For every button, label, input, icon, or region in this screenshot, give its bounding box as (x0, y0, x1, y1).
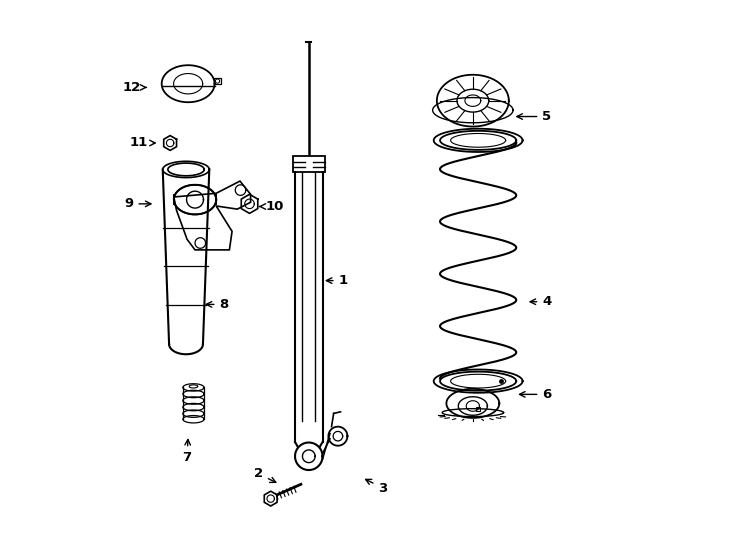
Text: 11: 11 (129, 137, 155, 150)
Bar (214, 78, 222, 84)
Text: 12: 12 (123, 81, 146, 94)
Text: 4: 4 (530, 295, 551, 308)
Bar (476, 407, 480, 411)
Text: 1: 1 (327, 274, 348, 287)
Text: 3: 3 (366, 480, 388, 495)
Text: 9: 9 (124, 197, 151, 211)
Text: 5: 5 (517, 110, 551, 123)
Bar (293, 156, 324, 172)
Text: 10: 10 (259, 200, 283, 213)
Text: 2: 2 (254, 467, 276, 482)
Text: 8: 8 (206, 298, 229, 311)
Text: 6: 6 (520, 388, 551, 401)
Text: 7: 7 (183, 440, 192, 464)
